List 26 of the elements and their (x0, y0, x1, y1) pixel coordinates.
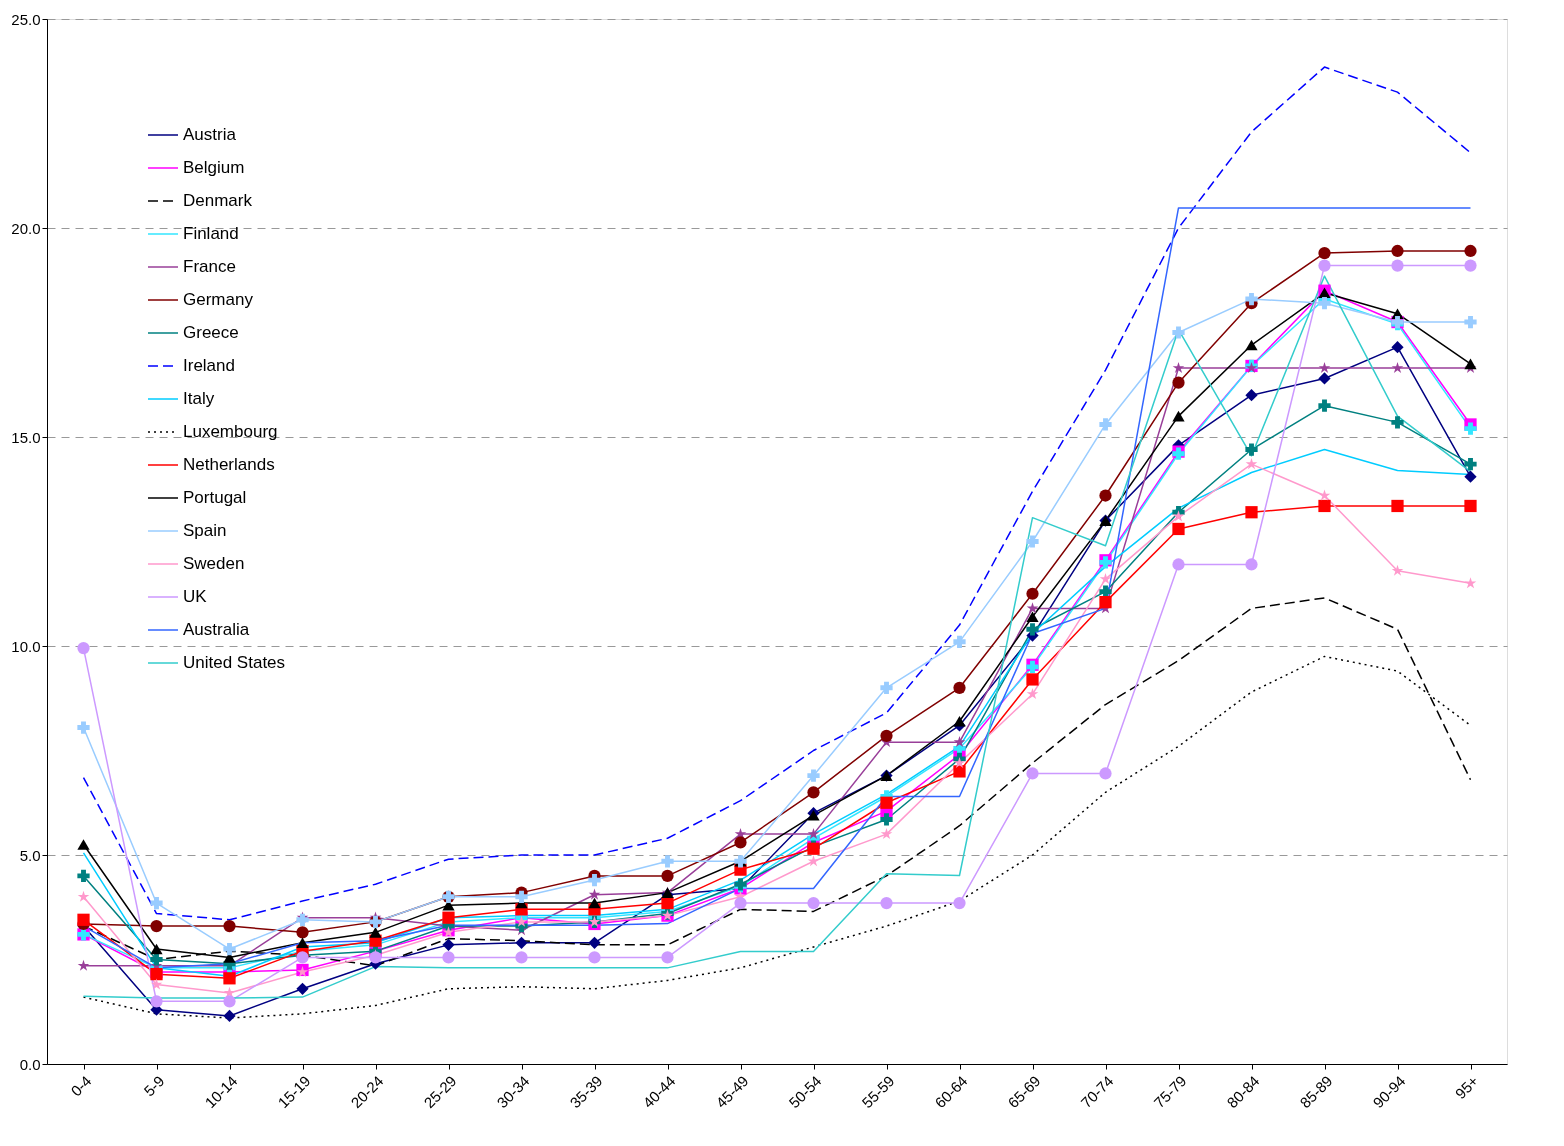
y-tick-label: 0.0 (19, 1055, 41, 1073)
legend-label: UK (183, 587, 208, 606)
legend-label: Belgium (183, 158, 245, 177)
legend-label: Sweden (183, 554, 245, 573)
legend-label: Denmark (183, 191, 253, 210)
legend-label: Austria (183, 125, 237, 144)
x-tick-label: 95+ (1451, 1071, 1482, 1103)
legend-label: Netherlands (183, 455, 275, 474)
legend-label: Greece (183, 323, 239, 342)
legend-label: Finland (183, 224, 239, 243)
y-tick-label: 10.0 (11, 637, 41, 655)
legend-label: Italy (183, 389, 215, 408)
legend-label: Portugal (183, 488, 247, 507)
x-tick-label: 0-4 (67, 1072, 95, 1100)
legend-label: Australia (183, 620, 250, 639)
legend-label: United States (183, 653, 286, 672)
y-tick-label: 20.0 (11, 219, 41, 237)
legend-label: Ireland (183, 356, 235, 375)
y-tick-label: 25.0 (11, 10, 41, 28)
legend-label: Spain (183, 521, 227, 540)
x-tick-label: 5-9 (140, 1072, 168, 1100)
legend-label: Germany (183, 290, 254, 309)
y-tick-label: 5.0 (19, 846, 41, 864)
y-tick-label: 15.0 (11, 428, 41, 446)
legend-label: France (183, 257, 236, 276)
legend-label: Luxembourg (183, 422, 278, 441)
